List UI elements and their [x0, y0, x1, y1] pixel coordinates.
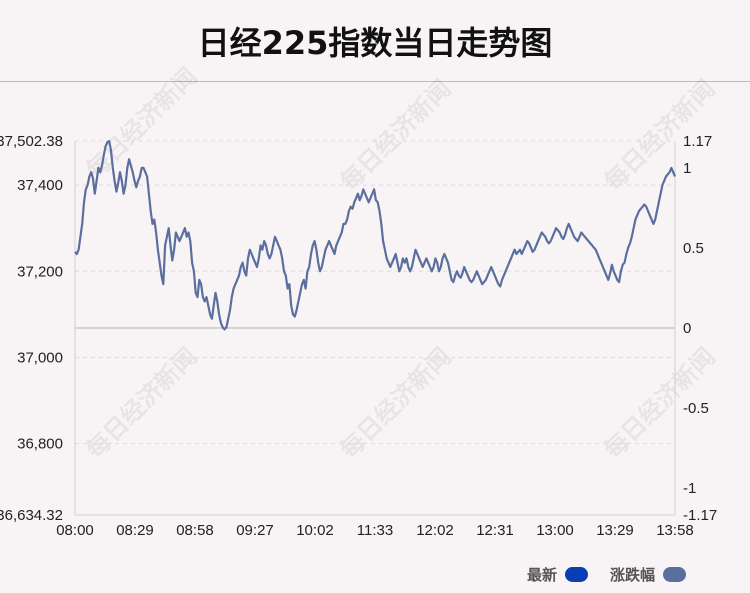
- legend-swatch-change[interactable]: [663, 567, 686, 582]
- x-tick-label: 08:29: [116, 522, 154, 539]
- x-tick-label: 08:00: [56, 522, 94, 539]
- x-tick-label: 13:58: [656, 522, 694, 539]
- chart-title: 日经225指数当日走势图: [197, 24, 553, 62]
- y-right-tick-label: 0: [683, 320, 691, 337]
- x-tick-label: 13:29: [596, 522, 634, 539]
- x-tick-label: 11:33: [357, 522, 393, 539]
- x-tick-label: 08:58: [176, 522, 214, 539]
- legend-swatch-latest[interactable]: [564, 567, 588, 582]
- x-tick-label: 12:31: [476, 522, 514, 539]
- legend: 最新 涨跌幅: [527, 564, 686, 585]
- y-right-tick-label: 1.17: [683, 133, 712, 150]
- y-right-tick-label: -1: [683, 480, 696, 497]
- x-tick-label: 09:27: [236, 522, 274, 539]
- y-right-tick-label: -0.5: [683, 400, 709, 417]
- x-tick-label: 10:02: [296, 522, 334, 539]
- legend-label-latest: 最新: [526, 566, 557, 584]
- series-line: [74, 140, 677, 331]
- legend-label-change: 涨跌幅: [609, 566, 655, 584]
- y-left-tick-label: 37,200: [17, 263, 63, 280]
- y-left-tick-label: 37,400: [17, 177, 63, 194]
- y-left-tick-label: 37,000: [17, 349, 63, 366]
- y-left-tick-label: 37,502.38: [0, 133, 63, 150]
- y-left-tick-label: 36,800: [17, 436, 63, 453]
- y-right-tick-label: 1: [683, 160, 691, 177]
- title-divider: [0, 81, 750, 82]
- y-right-tick-label: 0.5: [683, 240, 704, 257]
- y-left-tick-label: 36,634.32: [0, 507, 63, 524]
- y-right-tick-label: -1.17: [683, 507, 717, 524]
- x-tick-label: 12:02: [416, 522, 454, 539]
- x-tick-label: 13:00: [536, 522, 574, 539]
